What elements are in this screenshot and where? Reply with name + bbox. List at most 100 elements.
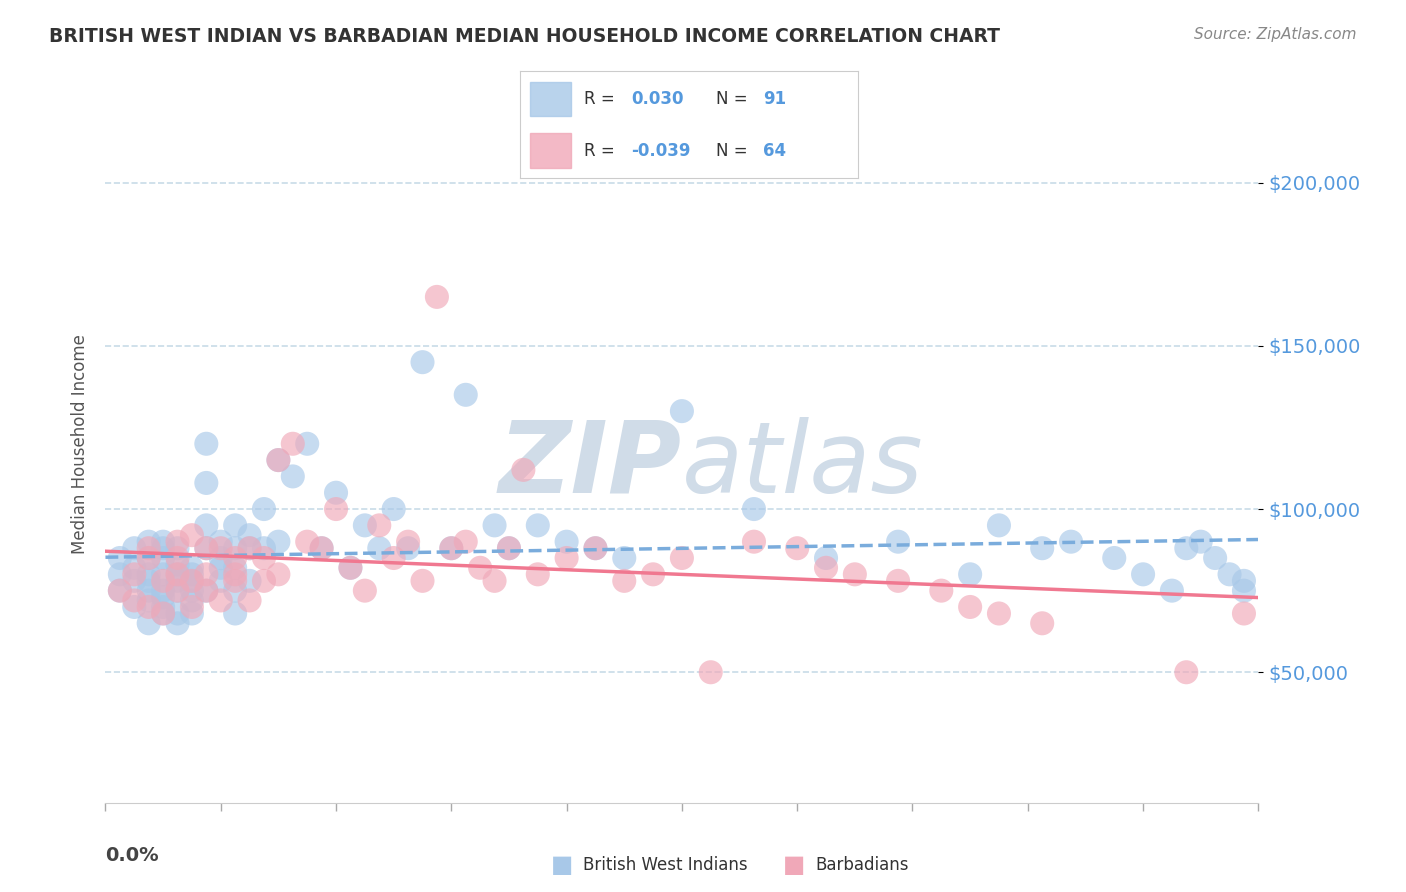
Point	[124, 541, 146, 556]
Text: 0.030: 0.030	[631, 90, 685, 108]
Point	[152, 534, 174, 549]
Point	[124, 599, 146, 614]
Point	[152, 567, 174, 582]
Point	[426, 290, 449, 304]
Point	[138, 541, 160, 556]
Point	[152, 590, 174, 604]
Point	[815, 561, 838, 575]
Point	[138, 534, 160, 549]
Text: 0.0%: 0.0%	[105, 846, 159, 865]
Point	[339, 561, 361, 575]
Point	[1233, 583, 1256, 598]
Point	[613, 551, 636, 566]
Point	[166, 583, 188, 598]
Point	[253, 541, 276, 556]
Point	[195, 518, 218, 533]
Point	[124, 561, 146, 575]
Point	[484, 518, 506, 533]
Point	[138, 567, 160, 582]
Point	[180, 561, 204, 575]
Point	[742, 534, 765, 549]
Point	[253, 551, 276, 566]
Point	[239, 593, 262, 607]
Text: ZIP: ZIP	[499, 417, 682, 514]
Text: R =: R =	[585, 90, 620, 108]
Point	[815, 551, 838, 566]
Point	[368, 518, 391, 533]
Point	[354, 583, 377, 598]
Point	[368, 541, 391, 556]
Point	[152, 541, 174, 556]
Point	[641, 567, 665, 582]
Point	[108, 583, 131, 598]
Point	[671, 551, 693, 566]
Point	[454, 534, 477, 549]
Point	[1218, 567, 1241, 582]
Point	[512, 463, 534, 477]
Point	[166, 583, 188, 598]
Point	[195, 567, 218, 582]
Point	[166, 534, 188, 549]
Point	[325, 502, 347, 516]
Point	[887, 574, 910, 588]
Point	[138, 574, 160, 588]
Point	[224, 567, 246, 582]
Text: -0.039: -0.039	[631, 142, 692, 160]
Point	[224, 518, 246, 533]
Point	[180, 574, 204, 588]
Point	[887, 534, 910, 549]
Point	[742, 502, 765, 516]
Point	[124, 593, 146, 607]
Point	[180, 583, 204, 598]
Point	[498, 541, 520, 556]
Point	[224, 561, 246, 575]
Point	[224, 583, 246, 598]
Point	[468, 561, 492, 575]
Point	[195, 583, 218, 598]
Point	[138, 593, 160, 607]
Point	[180, 528, 204, 542]
Point	[1175, 541, 1198, 556]
Point	[166, 541, 188, 556]
Point	[209, 551, 232, 566]
Point	[239, 541, 262, 556]
Point	[1031, 616, 1053, 631]
Point	[209, 593, 232, 607]
Text: Barbadians: Barbadians	[815, 856, 910, 874]
Text: N =: N =	[716, 142, 752, 160]
Point	[484, 574, 506, 588]
Point	[152, 583, 174, 598]
Text: atlas: atlas	[682, 417, 924, 514]
Point	[411, 355, 433, 369]
Point	[180, 574, 204, 588]
Point	[267, 567, 290, 582]
Point	[1233, 574, 1256, 588]
Point	[555, 551, 578, 566]
Point	[166, 567, 188, 582]
Point	[526, 518, 548, 533]
Point	[1189, 534, 1212, 549]
Text: 64: 64	[763, 142, 786, 160]
Point	[180, 607, 204, 621]
Bar	[530, 82, 571, 116]
Point	[267, 453, 290, 467]
Point	[382, 551, 405, 566]
Point	[988, 607, 1011, 621]
Point	[311, 541, 333, 556]
Point	[440, 541, 463, 556]
Point	[166, 551, 188, 566]
Text: ■: ■	[551, 854, 574, 877]
Point	[180, 599, 204, 614]
Point	[224, 541, 246, 556]
Point	[297, 436, 319, 450]
Point	[195, 541, 218, 556]
Point	[253, 574, 276, 588]
Point	[1233, 607, 1256, 621]
Point	[613, 574, 636, 588]
Point	[166, 567, 188, 582]
Point	[209, 541, 232, 556]
Point	[152, 599, 174, 614]
Point	[267, 453, 290, 467]
Point	[959, 567, 981, 582]
Point	[209, 574, 232, 588]
